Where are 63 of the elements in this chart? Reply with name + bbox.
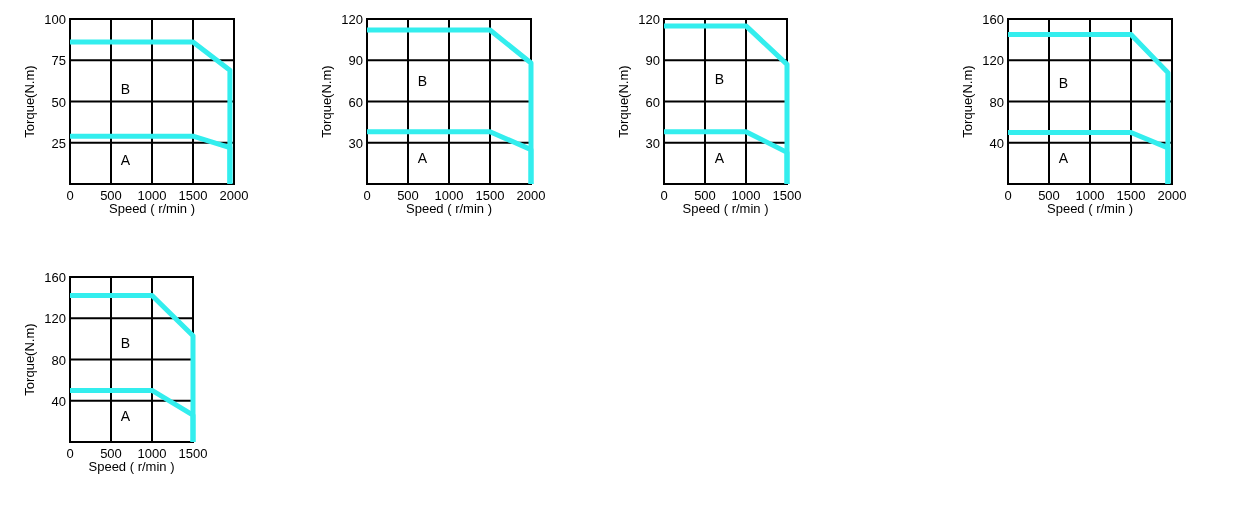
x-tick-label: 0 — [66, 446, 74, 461]
x-tick-label: 0 — [363, 188, 371, 203]
x-tick-label: 1000 — [731, 188, 761, 203]
x-axis-title: Speed ( r/min ) — [406, 201, 492, 216]
y-tick-label: 160 — [982, 12, 1004, 27]
x-axis-title: Speed ( r/min ) — [109, 201, 195, 216]
x-tick-label: 1500 — [772, 188, 802, 203]
x-tick-label: 0 — [660, 188, 668, 203]
x-tick-label: 0 — [66, 188, 74, 203]
x-tick-label: 500 — [100, 188, 122, 203]
annotation: A — [120, 408, 131, 425]
y-tick-label: 120 — [982, 53, 1004, 69]
x-tick-label: 500 — [100, 446, 122, 461]
y-axis-title: Torque(N.m) — [22, 323, 37, 396]
y-tick-label: 60 — [645, 94, 660, 110]
x-tick-label: 2000 — [219, 188, 249, 203]
y-tick-label: 25 — [51, 135, 66, 151]
x-tick-label: 0 — [1004, 188, 1012, 203]
y-tick-label: 120 — [44, 311, 66, 327]
y-tick-label: 30 — [348, 135, 363, 151]
x-tick-label: 500 — [1038, 188, 1060, 203]
x-tick-label: 1500 — [178, 188, 208, 203]
y-axis-title: Torque(N.m) — [319, 65, 334, 138]
y-axis-title: Torque(N.m) — [960, 65, 975, 138]
y-axis-title: Torque(N.m) — [22, 65, 37, 138]
x-tick-label: 2000 — [1157, 188, 1187, 203]
y-tick-label: 160 — [44, 270, 66, 285]
annotation: B — [120, 81, 131, 98]
y-tick-label: 80 — [51, 352, 66, 368]
y-tick-label: 90 — [348, 53, 363, 69]
x-axis-title: Speed ( r/min ) — [1047, 201, 1133, 216]
x-tick-label: 1500 — [178, 446, 208, 461]
x-tick-label: 2000 — [516, 188, 546, 203]
x-tick-label: 1000 — [137, 188, 167, 203]
annotation: B — [1058, 75, 1069, 92]
y-tick-label: 100 — [44, 12, 66, 27]
annotation: A — [1058, 150, 1069, 167]
y-tick-label: 120 — [341, 12, 363, 27]
x-axis-title: Speed ( r/min ) — [88, 459, 175, 474]
y-tick-label: 60 — [348, 94, 363, 110]
y-tick-label: 90 — [645, 53, 660, 69]
x-tick-label: 1000 — [1075, 188, 1105, 203]
annotation: B — [714, 70, 725, 87]
x-tick-label: 500 — [694, 188, 716, 203]
y-tick-label: 80 — [989, 94, 1004, 110]
y-tick-label: 50 — [51, 94, 66, 110]
x-tick-label: 1000 — [434, 188, 464, 203]
y-tick-label: 40 — [989, 135, 1004, 151]
annotation: A — [417, 149, 428, 166]
y-tick-label: 30 — [645, 135, 660, 151]
annotation: B — [417, 72, 428, 89]
x-axis-title: Speed ( r/min ) — [682, 201, 769, 216]
x-tick-label: 500 — [397, 188, 419, 203]
annotation: A — [120, 152, 131, 169]
y-tick-label: 40 — [51, 393, 66, 409]
x-tick-label: 1000 — [137, 446, 167, 461]
annotation: B — [120, 335, 131, 351]
y-axis-title: Torque(N.m) — [616, 65, 631, 138]
annotation: A — [714, 149, 725, 166]
x-tick-label: 1500 — [475, 188, 505, 203]
x-tick-label: 1500 — [1116, 188, 1146, 203]
y-tick-label: 120 — [638, 12, 660, 27]
y-tick-label: 75 — [51, 53, 66, 69]
